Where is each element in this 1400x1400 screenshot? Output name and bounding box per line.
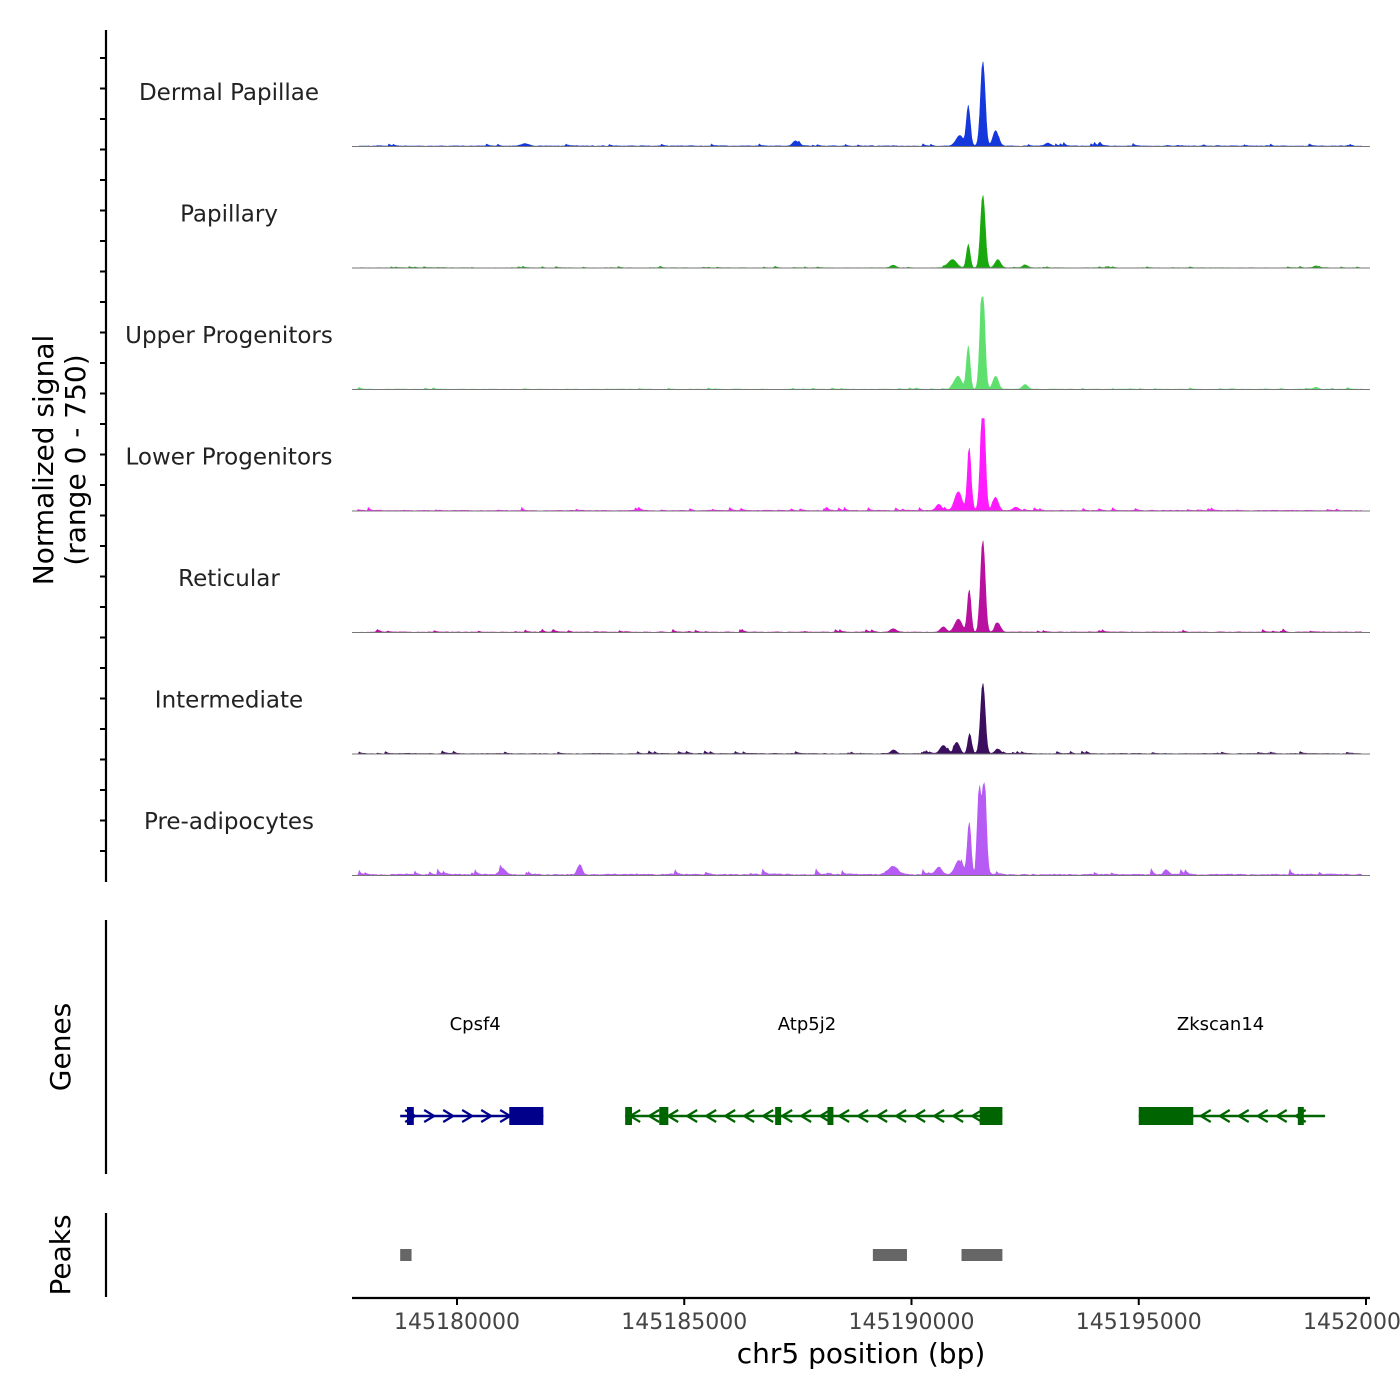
gene-exon [659, 1107, 669, 1125]
gene-exon [827, 1107, 834, 1125]
coverage-track: Pre-adipocytes [144, 782, 1370, 876]
coverage-track: Upper Progenitors [125, 296, 1370, 390]
gene-exon [1297, 1107, 1304, 1125]
strand-chevron [704, 1109, 717, 1123]
track-label: Reticular [178, 566, 280, 592]
track-label: Papillary [180, 202, 278, 228]
peak-region [961, 1249, 1003, 1261]
signal-area [356, 61, 1362, 147]
gene-model: Cpsf4 [400, 1014, 544, 1125]
genes-panel: Genes Cpsf4 Atp5j2 Zkscan14 [44, 920, 1326, 1174]
coverage-track: Reticular [178, 540, 1370, 633]
peaks-axis-label: Peaks [44, 1214, 77, 1295]
strand-chevron [913, 1109, 926, 1123]
strand-chevron [461, 1109, 475, 1123]
gene-exon [1138, 1107, 1194, 1125]
strand-chevron [1217, 1109, 1231, 1123]
signal-area [356, 195, 1362, 269]
signal-area [356, 540, 1362, 633]
gene-exon [775, 1107, 782, 1125]
strand-chevron [442, 1109, 456, 1123]
coverage-track: Dermal Papillae [139, 61, 1370, 147]
coverage-tracks: Dermal Papillae Papillary Upper Progenitor… [125, 61, 1370, 876]
x-ticks: 145180000 145185000 145190000 145195000 1452… [394, 1298, 1400, 1335]
genes-axis-label: Genes [44, 1003, 77, 1091]
strand-chevron [875, 1109, 888, 1123]
gene-exon [407, 1107, 414, 1125]
x-axis: 145180000 145185000 145190000 145195000 1452… [352, 1296, 1400, 1370]
peak-region [872, 1249, 907, 1261]
signal-area [356, 782, 1362, 876]
gene-label: Cpsf4 [450, 1014, 501, 1035]
x-tick-label: 145200000 [1303, 1310, 1400, 1335]
gene-exon [509, 1107, 544, 1125]
coverage-y-label-line1: Normalized signal [27, 335, 60, 586]
strand-chevron [685, 1109, 698, 1123]
track-label: Lower Progenitors [126, 445, 333, 471]
strand-chevron [932, 1109, 945, 1123]
gene-label: Zkscan14 [1177, 1014, 1264, 1035]
strand-chevron [818, 1109, 831, 1123]
signal-area [356, 683, 1362, 755]
strand-chevron [423, 1109, 437, 1123]
x-axis-label: chr5 position (bp) [737, 1337, 986, 1370]
strand-chevron [1236, 1109, 1250, 1123]
coverage-y-label-line2: (range 0 - 750) [59, 354, 92, 565]
gene-model: Atp5j2 [625, 1014, 1003, 1125]
gene-model: Zkscan14 [1138, 1014, 1326, 1125]
strand-chevron [1198, 1109, 1212, 1123]
coverage-track: Lower Progenitors [126, 418, 1370, 512]
strand-chevron [1255, 1109, 1269, 1123]
coverage-panel: Normalized signal (range 0 - 750) Dermal… [27, 30, 1370, 882]
coverage-y-ticks [100, 57, 106, 852]
strand-chevron [647, 1109, 660, 1123]
peaks-panel: Peaks [44, 1213, 1003, 1297]
strand-chevron [723, 1109, 736, 1123]
strand-chevron [970, 1109, 983, 1123]
peak-region [400, 1249, 412, 1261]
track-label: Intermediate [155, 688, 303, 714]
strand-chevron [1274, 1109, 1288, 1123]
gene-exon [979, 1107, 1003, 1125]
gene-label: Atp5j2 [778, 1014, 836, 1035]
coverage-track: Papillary [180, 195, 1370, 269]
strand-chevron [837, 1109, 850, 1123]
strand-chevron [894, 1109, 907, 1123]
strand-chevron [742, 1109, 755, 1123]
x-tick-label: 145180000 [394, 1310, 520, 1335]
strand-chevron [780, 1109, 793, 1123]
track-label: Pre-adipocytes [144, 809, 314, 835]
signal-area [356, 418, 1362, 512]
track-label: Dermal Papillae [139, 80, 319, 106]
strand-chevron [951, 1109, 964, 1123]
signal-area [356, 296, 1362, 390]
gene-exon [625, 1107, 632, 1125]
strand-chevron [799, 1109, 812, 1123]
strand-chevron [856, 1109, 869, 1123]
x-tick-label: 145185000 [621, 1310, 747, 1335]
x-tick-label: 145195000 [1076, 1310, 1202, 1335]
coverage-track: Intermediate [155, 683, 1370, 755]
strand-chevron [480, 1109, 494, 1123]
gene-models: Cpsf4 Atp5j2 Zkscan14 [400, 1014, 1326, 1125]
strand-chevron [761, 1109, 774, 1123]
track-label: Upper Progenitors [125, 323, 333, 349]
x-tick-label: 145190000 [849, 1310, 975, 1335]
peak-regions [400, 1249, 1003, 1261]
